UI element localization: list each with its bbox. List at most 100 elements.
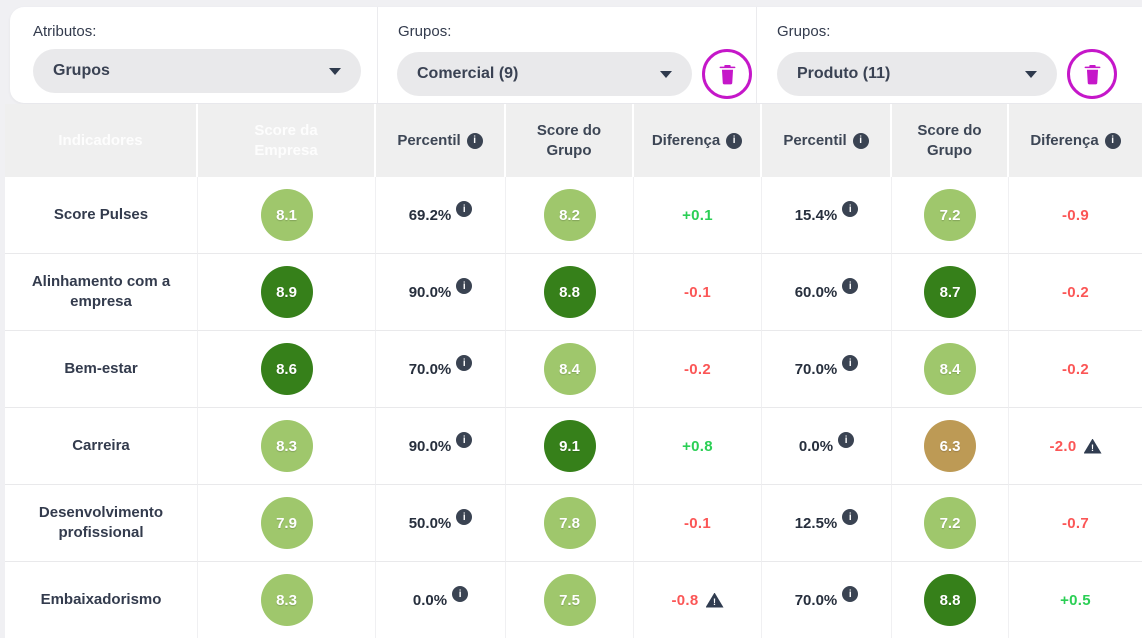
percentile-value: 0.0% [412, 591, 448, 609]
group-score-badge: 7.8 [543, 497, 596, 549]
group-score-badge: 7.5 [543, 574, 596, 626]
table-row: Embaixadorismo 8.3 0.0% i 7.5 -0.8! 70.0%… [5, 562, 1142, 638]
chevron-down-icon [1025, 70, 1037, 78]
filter-section-grupo-2: Grupos: Produto (11) [757, 7, 1142, 103]
table-row: Alinhamento com a empresa 8.9 90.0% i 8.8… [5, 254, 1142, 331]
group-score-badge: 8.4 [924, 343, 976, 395]
percentile-value: 50.0% [408, 514, 452, 532]
percentile-value: 90.0% [408, 437, 452, 455]
percentile-value: 70.0% [794, 360, 838, 378]
difference-value: +0.1 [682, 206, 713, 224]
info-icon[interactable]: i [842, 201, 859, 217]
info-icon[interactable]: i [456, 201, 473, 217]
info-icon[interactable]: i [842, 509, 859, 525]
dropdown-value: Produto (11) [797, 65, 891, 82]
info-icon[interactable]: i [838, 432, 855, 448]
company-score-badge: 8.1 [260, 189, 313, 241]
filter-section-atributos: Atributos: Grupos [10, 7, 378, 103]
difference-value: -2.0 [1049, 437, 1077, 455]
company-score-badge: 7.9 [260, 497, 313, 549]
filter-label: Grupos: [777, 23, 831, 40]
dropdown-value: Grupos [53, 62, 110, 79]
info-icon[interactable]: i [456, 509, 473, 525]
indicator-label: Score Pulses [53, 205, 149, 223]
group-score-badge: 8.4 [543, 343, 596, 395]
indicator-label: Embaixadorismo [40, 590, 162, 608]
info-icon[interactable]: i [466, 132, 483, 149]
indicators-table: Indicadores Score da Empresa Percentil i … [5, 104, 1142, 638]
group-score-badge: 8.8 [924, 574, 976, 626]
info-icon[interactable]: i [842, 278, 859, 294]
table-row: Carreira 8.3 90.0%i 9.1 +0.8! 0.0%i 6.3 … [5, 408, 1142, 485]
info-icon[interactable]: i [456, 355, 473, 371]
difference-value: -0.2 [683, 360, 712, 378]
filter-label: Grupos: [398, 23, 452, 40]
header-score-grupo-1: Score do Grupo [506, 104, 634, 177]
info-icon[interactable]: i [842, 355, 859, 371]
trash-icon [719, 64, 735, 84]
difference-value: -0.2 [1061, 360, 1090, 378]
company-score-badge: 8.3 [260, 420, 313, 472]
difference-value: -0.7 [1061, 514, 1090, 532]
indicator-label: Bem-estar [64, 359, 138, 377]
difference-value: -0.1 [683, 283, 712, 301]
info-icon[interactable]: i [726, 132, 743, 149]
group-score-badge: 8.8 [543, 266, 596, 318]
info-icon[interactable]: i [452, 586, 469, 602]
chevron-down-icon [660, 70, 672, 78]
filter-section-grupo-1: Grupos: Comercial (9) [378, 7, 757, 103]
group-score-badge: 8.7 [924, 266, 976, 318]
indicator-label: Desenvolvimento profissional [38, 503, 164, 541]
header-diferenca-2: Diferença i [1009, 104, 1142, 177]
warning-icon: ! [1083, 438, 1102, 454]
chevron-down-icon [329, 67, 341, 75]
percentile-value: 69.2% [408, 206, 452, 224]
delete-grupo-1-button[interactable] [702, 49, 752, 99]
info-icon[interactable]: i [1104, 132, 1121, 149]
table-header-row: Indicadores Score da Empresa Percentil i … [5, 104, 1142, 177]
company-score-badge: 8.3 [260, 574, 313, 626]
difference-value: +0.8 [682, 437, 713, 455]
info-icon[interactable]: i [456, 278, 473, 294]
difference-value: -0.9 [1061, 206, 1090, 224]
table-row: Desenvolvimento profissional 7.9 50.0% i … [5, 485, 1142, 562]
difference-value: -0.1 [683, 514, 712, 532]
header-score-grupo-2: Score do Grupo [892, 104, 1009, 177]
group-score-badge: 8.2 [543, 189, 596, 241]
company-score-badge: 8.9 [260, 266, 313, 318]
grupo-2-dropdown[interactable]: Produto (11) [777, 52, 1057, 96]
difference-value: +0.5 [1060, 591, 1091, 609]
grupo-1-dropdown[interactable]: Comercial (9) [397, 52, 692, 96]
difference-value: -0.8 [671, 591, 699, 609]
table-row: Score Pulses 8.1 69.2%i 8.2 +0.1! 15.4%i… [5, 177, 1142, 254]
info-icon[interactable]: i [842, 586, 859, 602]
group-score-badge: 7.2 [924, 497, 976, 549]
percentile-value: 90.0% [408, 283, 452, 301]
header-diferenca-1: Diferença i [634, 104, 762, 177]
group-score-badge: 7.2 [924, 189, 976, 241]
indicator-label: Alinhamento com a empresa [31, 272, 171, 310]
percentile-value: 0.0% [798, 437, 834, 455]
header-percentil-1: Percentil i [376, 104, 506, 177]
filter-bar: Atributos: Grupos Grupos: Comercial (9) [10, 7, 1142, 103]
percentile-value: 12.5% [794, 514, 838, 532]
percentile-value: 60.0% [794, 283, 838, 301]
header-indicadores: Indicadores [5, 104, 198, 177]
trash-icon [1084, 64, 1100, 84]
group-score-badge: 9.1 [543, 420, 596, 472]
dropdown-value: Comercial (9) [417, 65, 519, 82]
info-icon[interactable]: i [456, 432, 473, 448]
warning-icon: ! [705, 592, 724, 608]
difference-value: -0.2 [1061, 283, 1090, 301]
table-row: Bem-estar 8.6 70.0%i 8.4 -0.2! 70.0%i 8.… [5, 331, 1142, 408]
filter-label: Atributos: [33, 23, 97, 40]
percentile-value: 70.0% [794, 591, 838, 609]
delete-grupo-2-button[interactable] [1067, 49, 1117, 99]
group-score-badge: 6.3 [924, 420, 976, 472]
atributos-dropdown[interactable]: Grupos [33, 49, 361, 93]
header-score-empresa: Score da Empresa [198, 104, 376, 177]
info-icon[interactable]: i [852, 132, 869, 149]
company-score-badge: 8.6 [260, 343, 313, 395]
percentile-value: 70.0% [408, 360, 452, 378]
